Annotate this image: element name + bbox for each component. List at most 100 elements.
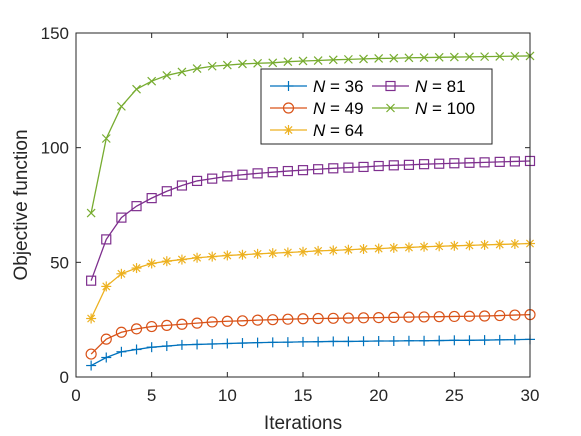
data-point (494, 334, 505, 345)
data-point (388, 242, 399, 253)
data-point (313, 245, 324, 256)
data-point (403, 159, 415, 170)
data-point (510, 51, 520, 61)
legend-item: N = 81 (372, 77, 466, 96)
data-point (358, 161, 369, 173)
data-point (298, 56, 308, 66)
data-point (403, 242, 414, 253)
data-point (404, 53, 414, 63)
data-point (192, 64, 202, 73)
data-point (418, 311, 430, 323)
data-point (298, 336, 308, 347)
data-point (161, 256, 172, 267)
legend-label: N = 64 (313, 121, 364, 140)
data-point (161, 341, 172, 352)
data-point (176, 339, 187, 350)
data-point (252, 248, 263, 259)
data-point (282, 247, 293, 258)
data-point (268, 58, 278, 68)
legend-marker (283, 125, 294, 135)
data-point (343, 336, 354, 347)
data-point (388, 311, 400, 323)
data-point (131, 344, 142, 355)
data-point (100, 333, 112, 345)
data-point (253, 58, 263, 68)
data-point (207, 251, 218, 262)
data-point (177, 67, 187, 77)
data-point (267, 167, 278, 178)
legend-marker (386, 103, 395, 113)
data-point (147, 76, 157, 86)
data-point (494, 156, 505, 167)
data-point (237, 169, 248, 180)
data-point (252, 168, 263, 179)
data-point (434, 241, 445, 252)
data-point (237, 249, 248, 260)
data-point (433, 311, 445, 323)
data-point (116, 268, 127, 279)
data-point (101, 134, 111, 143)
data-point (434, 52, 444, 62)
data-point (509, 156, 520, 167)
data-point (343, 54, 353, 64)
data-point (388, 335, 399, 346)
data-point (222, 60, 232, 70)
data-point (252, 314, 264, 326)
data-point (509, 334, 520, 345)
data-point (388, 160, 399, 171)
data-point (343, 244, 354, 255)
data-point (176, 318, 188, 330)
x-tick-label: 20 (369, 386, 388, 405)
legend-item: N = 49 (270, 99, 364, 118)
data-point (222, 338, 233, 349)
series-layer (85, 51, 536, 371)
data-point (207, 338, 218, 349)
data-point (86, 275, 97, 286)
data-point (464, 157, 475, 168)
data-point (176, 254, 187, 265)
data-point (267, 248, 278, 259)
data-point (282, 165, 293, 177)
data-point (479, 310, 491, 322)
data-point (191, 317, 203, 329)
data-point (115, 326, 128, 338)
data-point (358, 336, 369, 347)
y-tick-label: 50 (50, 253, 69, 272)
data-point (479, 239, 490, 250)
data-point (434, 335, 445, 346)
data-point (146, 258, 157, 269)
data-point (116, 346, 127, 357)
series-line (90, 55, 531, 214)
data-point (479, 335, 490, 346)
data-point (418, 159, 430, 170)
x-axis-label: Iterations (264, 413, 342, 434)
data-point (449, 335, 460, 346)
data-point (297, 313, 309, 325)
y-axis-label: Objective function (11, 129, 32, 280)
data-point (374, 54, 384, 63)
data-point (207, 61, 217, 71)
legend-label: N = 49 (313, 99, 364, 118)
x-tick-label: 25 (445, 386, 464, 405)
data-point (161, 186, 172, 197)
data-point (297, 165, 309, 176)
legend-item: N = 36 (270, 77, 364, 96)
series-line (90, 313, 531, 355)
data-point (465, 52, 474, 62)
data-point (252, 337, 263, 348)
data-point (132, 84, 141, 94)
x-tick-label: 30 (521, 386, 540, 405)
data-point (434, 158, 445, 169)
data-point (464, 240, 475, 251)
data-point (480, 52, 490, 62)
data-point (192, 252, 203, 263)
data-point (298, 246, 308, 257)
data-point (403, 311, 415, 323)
data-point (206, 316, 218, 328)
data-point (448, 310, 460, 323)
data-point (328, 336, 339, 347)
data-point (267, 337, 278, 348)
data-point (312, 312, 324, 325)
data-point (116, 212, 127, 223)
